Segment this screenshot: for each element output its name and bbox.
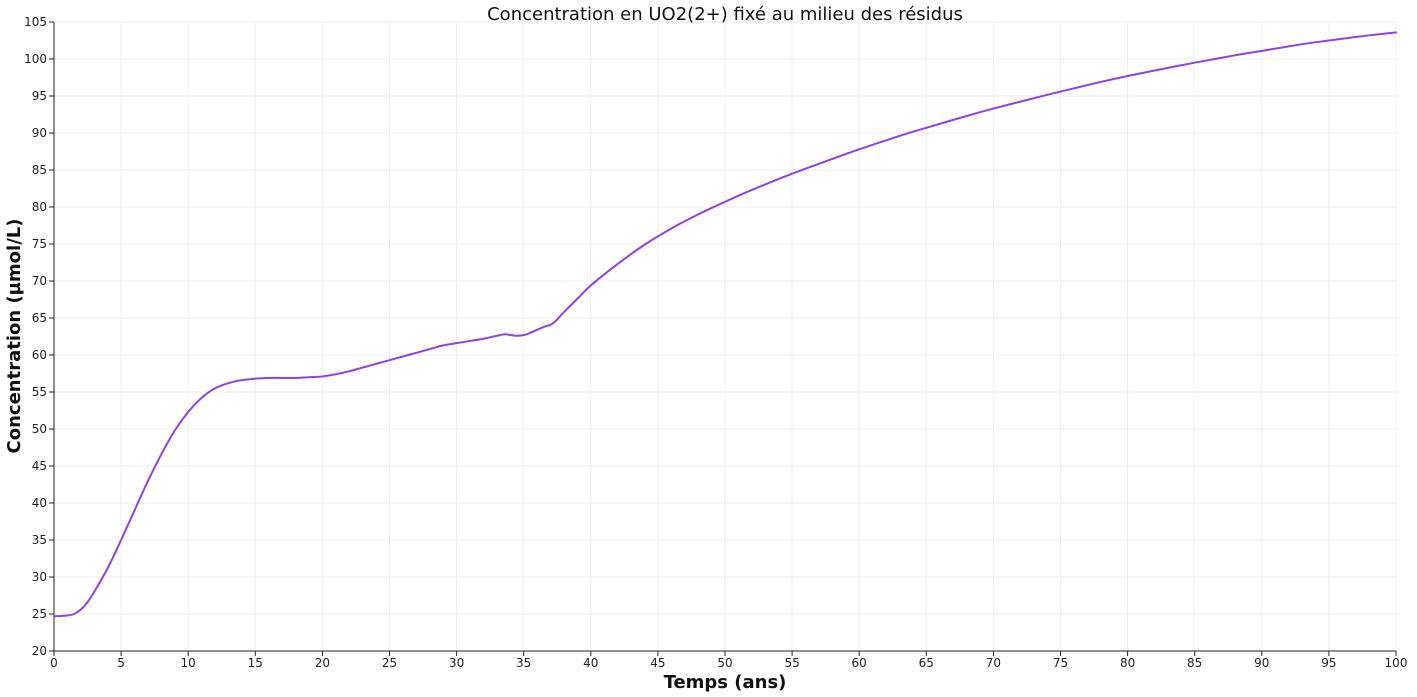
y-tick-label: 65 bbox=[32, 311, 47, 325]
y-tick-label: 20 bbox=[32, 644, 47, 658]
series-line bbox=[53, 31, 1397, 618]
x-tick-label: 95 bbox=[1321, 656, 1336, 670]
x-tick-label: 15 bbox=[248, 656, 263, 670]
x-tick-label: 100 bbox=[1385, 656, 1408, 670]
x-tick-label: 50 bbox=[717, 656, 732, 670]
x-tick-label: 5 bbox=[117, 656, 125, 670]
y-tick-label: 80 bbox=[32, 200, 47, 214]
x-tick-label: 10 bbox=[181, 656, 196, 670]
y-tick-label: 75 bbox=[32, 237, 47, 251]
axes bbox=[49, 21, 1397, 656]
x-tick-label: 40 bbox=[583, 656, 598, 670]
y-tick-label: 30 bbox=[32, 570, 47, 584]
x-tick-label: 30 bbox=[449, 656, 464, 670]
chart-title: Concentration en UO2(2+) fixé au milieu … bbox=[487, 4, 963, 25]
series-layer bbox=[53, 31, 1397, 618]
y-tick-label: 70 bbox=[32, 274, 47, 288]
x-tick-label: 65 bbox=[919, 656, 934, 670]
x-tick-label: 55 bbox=[784, 656, 799, 670]
x-tick-label: 85 bbox=[1187, 656, 1202, 670]
x-tick-label: 20 bbox=[315, 656, 330, 670]
y-tick-label: 100 bbox=[24, 52, 47, 66]
y-tick-label: 50 bbox=[32, 422, 47, 436]
y-tick-label: 35 bbox=[32, 533, 47, 547]
y-tick-label: 85 bbox=[32, 163, 47, 177]
y-tick-label: 90 bbox=[32, 126, 47, 140]
x-axis-label: Temps (ans) bbox=[664, 672, 787, 693]
x-tick-label: 75 bbox=[1053, 656, 1068, 670]
y-tick-label: 60 bbox=[32, 348, 47, 362]
x-tick-label: 70 bbox=[986, 656, 1001, 670]
x-tick-label: 35 bbox=[516, 656, 531, 670]
tick-labels: 0 5 10 15 20 25 30 35 40 45 50 55 60 65 70 75 80 85 90 95 10… bbox=[24, 15, 1407, 670]
y-tick-label: 45 bbox=[32, 459, 47, 473]
x-tick-label: 0 bbox=[50, 656, 58, 670]
grid bbox=[54, 21, 1397, 651]
x-tick-label: 90 bbox=[1254, 656, 1269, 670]
x-tick-label: 60 bbox=[852, 656, 867, 670]
y-tick-label: 95 bbox=[32, 89, 47, 103]
y-tick-label: 55 bbox=[32, 385, 47, 399]
x-tick-label: 80 bbox=[1120, 656, 1135, 670]
y-tick-label: 105 bbox=[24, 15, 47, 29]
y-tick-label: 40 bbox=[32, 496, 47, 510]
y-axis-label: Concentration (µmol/L) bbox=[4, 219, 25, 454]
x-tick-label: 45 bbox=[650, 656, 665, 670]
y-tick-label: 25 bbox=[32, 607, 47, 621]
x-tick-label: 25 bbox=[382, 656, 397, 670]
